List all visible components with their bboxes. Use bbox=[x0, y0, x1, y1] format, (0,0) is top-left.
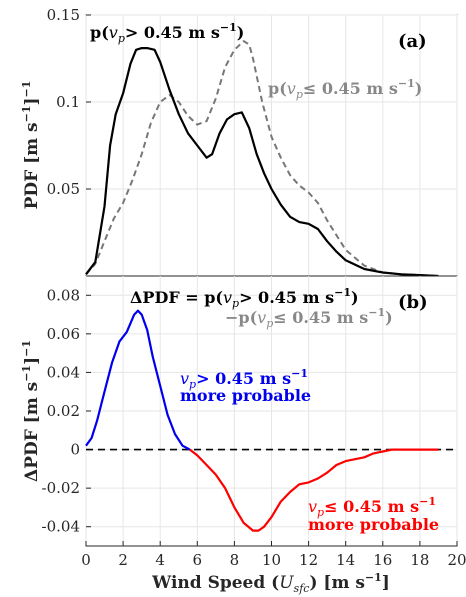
y-tick-label: 0.08 bbox=[47, 286, 80, 304]
delta-equation-line1: ΔPDF = p(vp> 0.45 m s−1) bbox=[130, 286, 359, 310]
y-tick-label: -0.04 bbox=[42, 518, 80, 536]
panel-b-y-axis-label: ΔPDF [m s−1]−1 bbox=[20, 340, 42, 482]
x-tick-label: 8 bbox=[230, 551, 240, 569]
blue-annotation-line1: vp> 0.45 m s−1 bbox=[180, 367, 308, 391]
blue-annotation-line2: more probable bbox=[180, 386, 311, 405]
panel-a-y-ticks: 0.05 0.1 0.15 bbox=[47, 6, 91, 198]
panel-b-y-ticks: -0.04 -0.02 0 0.02 0.04 0.06 0.08 bbox=[42, 286, 91, 536]
y-tick-label: 0.05 bbox=[47, 180, 80, 198]
y-tick-label: 0.1 bbox=[56, 93, 80, 111]
panel-b-series bbox=[85, 309, 439, 532]
x-tick-label: 12 bbox=[299, 551, 318, 569]
x-axis-label: Wind Speed (Usfc) [m s−1] bbox=[151, 571, 390, 595]
legend-black-label: p(vp> 0.45 m s−1) bbox=[90, 21, 244, 45]
panel-a: 0.05 0.1 0.15 (a) p(vp> 0.45 m s−1) p(vp≤ … bbox=[20, 6, 458, 278]
panel-b: -0.04 -0.02 0 0.02 0.04 0.06 0.08 0 2 4 6 8 10 12 14 1… bbox=[20, 275, 466, 595]
series-line-grey-dashed bbox=[85, 40, 439, 277]
x-tick-label: 10 bbox=[262, 551, 281, 569]
y-tick-label: 0.06 bbox=[47, 325, 80, 343]
x-tick-label: 6 bbox=[193, 551, 203, 569]
y-tick-label: 0.02 bbox=[47, 402, 80, 420]
panel-b-grid bbox=[85, 276, 458, 546]
red-annotation-line2: more probable bbox=[308, 515, 439, 534]
y-tick-label: 0.04 bbox=[47, 363, 80, 381]
delta-line-positive bbox=[85, 309, 191, 451]
panel-a-grid bbox=[85, 14, 458, 276]
x-tick-label: 2 bbox=[118, 551, 128, 569]
x-tick-label: 18 bbox=[410, 551, 429, 569]
panel-b-label: (b) bbox=[398, 292, 428, 313]
x-tick-label: 16 bbox=[373, 551, 392, 569]
panel-a-series bbox=[85, 40, 439, 278]
red-annotation-line1: vp≤ 0.45 m s−1 bbox=[308, 495, 436, 519]
x-tick-label: 0 bbox=[81, 551, 91, 569]
y-tick-label: -0.02 bbox=[42, 479, 80, 497]
series-line-black bbox=[85, 47, 439, 278]
legend-grey-label: p(vp≤ 0.45 m s−1) bbox=[268, 77, 422, 101]
x-tick-label: 4 bbox=[155, 551, 165, 569]
delta-equation-line2: −p(vp≤ 0.45 m s−1) bbox=[225, 306, 393, 330]
y-tick-label: 0 bbox=[70, 441, 80, 459]
panel-a-y-axis-label: PDF [m s−1]−1 bbox=[20, 81, 42, 210]
panel-b-x-ticks: 0 2 4 6 8 10 12 14 16 18 20 bbox=[81, 541, 466, 569]
x-tick-label: 20 bbox=[447, 551, 466, 569]
y-tick-label: 0.15 bbox=[47, 6, 80, 24]
x-tick-label: 14 bbox=[336, 551, 355, 569]
panel-a-label: (a) bbox=[398, 31, 427, 52]
delta-line-negative bbox=[189, 448, 439, 532]
